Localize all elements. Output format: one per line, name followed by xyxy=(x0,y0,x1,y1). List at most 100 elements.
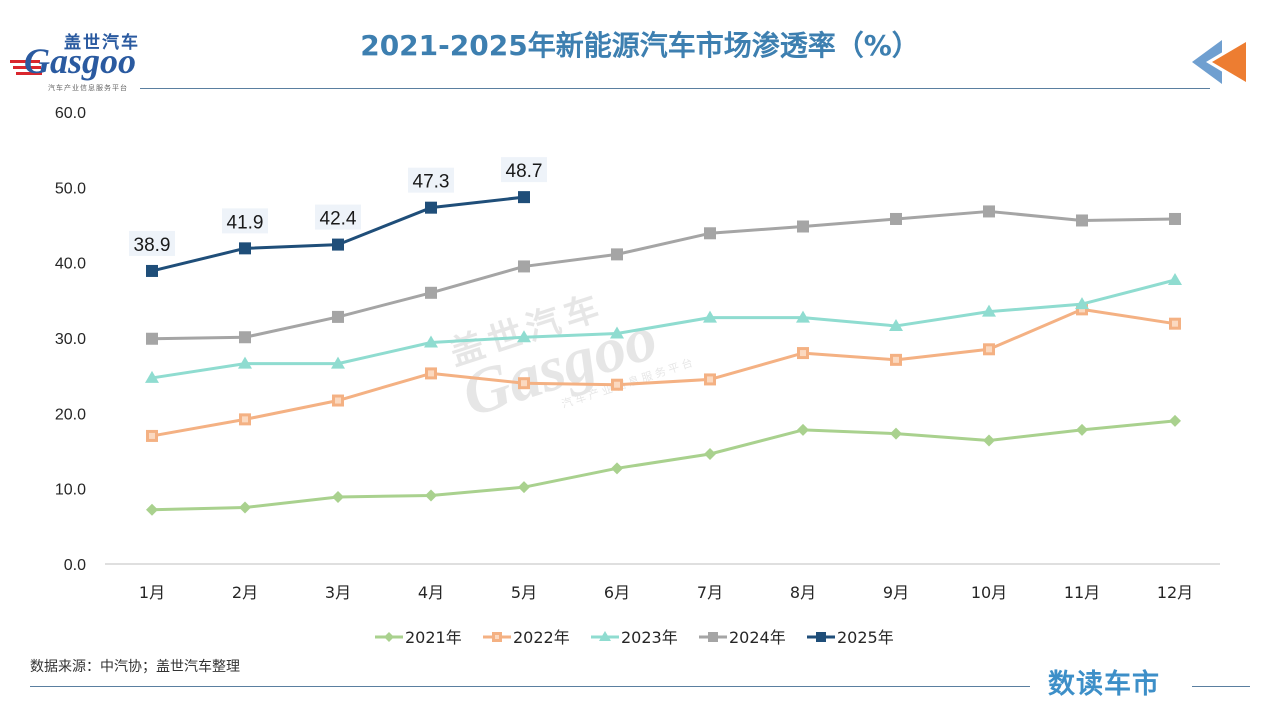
data-label-bg xyxy=(315,204,361,230)
series-2021-point xyxy=(797,423,809,436)
data-label: 41.9 xyxy=(227,212,264,233)
series-2023-line xyxy=(151,278,1176,380)
series-2024-point xyxy=(518,260,530,273)
series-2023-point xyxy=(331,356,345,369)
series-2021-point xyxy=(332,490,344,503)
data-label: 38.9 xyxy=(134,235,171,256)
series-2023-point xyxy=(610,326,624,339)
series-2024-point xyxy=(1076,214,1088,227)
legend-item: 2021年 xyxy=(375,628,462,647)
logo-chinese-text: 盖世汽车 xyxy=(64,33,140,53)
series-2022-point-inner xyxy=(614,381,620,388)
series-2022-point-inner xyxy=(242,416,248,423)
series-2022-point-inner xyxy=(800,350,806,357)
data-label: 42.4 xyxy=(320,209,357,230)
y-tick-label: 50.0 xyxy=(55,180,86,197)
x-tick-label: 8月 xyxy=(790,583,816,602)
legend-label: 2022年 xyxy=(513,628,570,647)
series-2022-line xyxy=(151,307,1176,438)
series-2021-point xyxy=(983,434,995,447)
y-tick-label: 10.0 xyxy=(55,482,86,499)
legend-marker-2022-inner xyxy=(495,635,499,639)
series-2022-point-inner xyxy=(149,432,155,439)
legend-item: 2022年 xyxy=(483,628,570,647)
series-2024-point xyxy=(983,205,995,218)
series-2024-point xyxy=(239,331,251,344)
series-2023 xyxy=(145,272,1182,383)
series-2024-point xyxy=(425,286,437,299)
data-label: 48.7 xyxy=(506,161,543,182)
series-2022-point-inner xyxy=(428,370,434,377)
x-tick-label: 12月 xyxy=(1157,583,1193,602)
series-2024-point xyxy=(332,310,344,323)
y-tick-label: 0.0 xyxy=(64,557,86,574)
data-label-bg xyxy=(129,230,175,256)
series-2023-point xyxy=(1168,272,1182,285)
series-2023-point xyxy=(1075,297,1089,310)
series-2023-point xyxy=(982,304,996,317)
chart-title: 2021-2025年新能源汽车市场渗透率（%） xyxy=(360,29,920,62)
series-2023-point xyxy=(424,335,438,348)
brand-label: 数读车市 xyxy=(1048,669,1160,700)
legend-label: 2025年 xyxy=(837,628,894,647)
series-2021-point xyxy=(1169,414,1181,427)
x-tick-label: 3月 xyxy=(325,583,351,602)
series-2025-point xyxy=(146,264,158,277)
legend-item: 2023年 xyxy=(591,628,678,647)
series-2025: 38.9 41.9 42.4 47.3 48.7 xyxy=(129,157,547,277)
x-tick-label: 10月 xyxy=(971,583,1007,602)
series-2022-point-inner xyxy=(986,346,992,353)
nav-arrow-icon[interactable] xyxy=(1192,38,1248,86)
series-2023-point xyxy=(145,370,159,383)
series-2024-point xyxy=(1169,212,1181,225)
legend-label: 2023年 xyxy=(621,628,678,647)
series-2022 xyxy=(146,303,1181,442)
series-2022-point-inner xyxy=(893,356,899,363)
series-2023-point xyxy=(703,310,717,323)
series-2024 xyxy=(146,205,1181,345)
legend-label: 2021年 xyxy=(405,628,462,647)
header-divider xyxy=(140,88,1210,89)
series-2021-point xyxy=(239,501,251,514)
x-tick-label: 9月 xyxy=(883,583,909,602)
legend-item: 2024年 xyxy=(699,628,786,647)
series-2022-point-inner xyxy=(521,380,527,387)
series-2025-point xyxy=(239,242,251,255)
series-2021 xyxy=(146,414,1181,516)
series-2024-line xyxy=(151,209,1176,341)
series-2021-line xyxy=(151,419,1176,512)
logo-wordmark: Gasgoo xyxy=(24,41,137,81)
gasgoo-logo: 盖世汽车 Gasgoo 汽车产业信息服务平台 xyxy=(4,28,164,96)
data-label: 47.3 xyxy=(413,172,450,193)
series-2024-point xyxy=(146,332,158,345)
series-2022-point-inner xyxy=(1079,306,1085,313)
series-2022-point-inner xyxy=(335,397,341,404)
series-2021-point xyxy=(611,462,623,475)
series-2021-point xyxy=(146,503,158,516)
series-2025-point xyxy=(332,238,344,251)
series-2025-point xyxy=(518,191,530,204)
series-2021-point xyxy=(1076,423,1088,436)
logo-stripes-icon xyxy=(10,60,42,75)
series-2022-point-inner xyxy=(707,376,713,383)
legend-item: 2025年 xyxy=(807,628,894,647)
series-2023-point xyxy=(889,318,903,331)
data-source-note: 数据来源：中汽协；盖世汽车整理 xyxy=(30,659,240,675)
data-label-bg xyxy=(222,208,268,234)
x-tick-label: 6月 xyxy=(604,583,630,602)
series-2022-point-inner xyxy=(1172,320,1178,327)
series-2023-point xyxy=(796,310,810,323)
y-tick-label: 40.0 xyxy=(55,256,86,273)
series-2021-point xyxy=(518,481,530,494)
series-2021-point xyxy=(425,489,437,502)
x-tick-label: 7月 xyxy=(697,583,723,602)
series-2023-point xyxy=(517,330,531,343)
series-2021-point xyxy=(704,448,716,461)
series-2023-point xyxy=(238,356,252,369)
x-tick-label: 5月 xyxy=(511,583,537,602)
y-tick-label: 30.0 xyxy=(55,331,86,348)
series-2025-point xyxy=(425,201,437,214)
y-tick-label: 20.0 xyxy=(55,406,86,423)
series-2024-point xyxy=(890,212,902,225)
x-tick-label: 1月 xyxy=(139,583,165,602)
